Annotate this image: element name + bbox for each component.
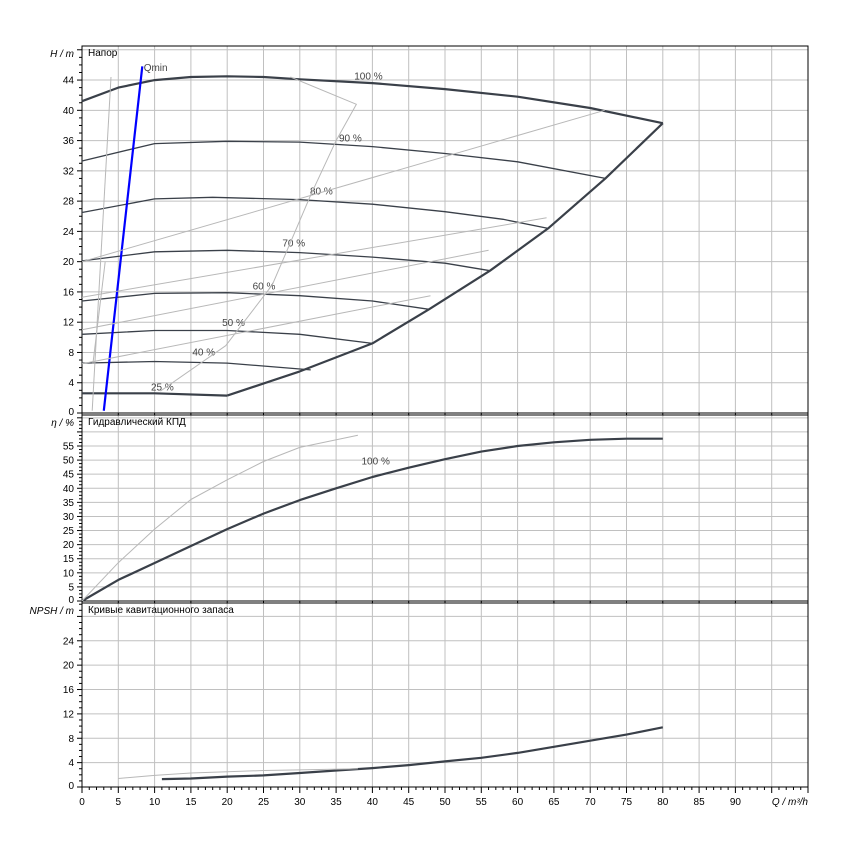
y-tick-label: 0 xyxy=(68,407,74,418)
series-line-70 xyxy=(81,249,491,272)
x-tick-label: 35 xyxy=(331,797,343,808)
y-tick-label: 5 xyxy=(68,582,74,593)
y-tick-label: 35 xyxy=(63,498,75,509)
series-line-90 xyxy=(81,140,606,180)
series-line-unnamed-10 xyxy=(160,76,357,392)
y-tick-label: 55 xyxy=(63,442,75,453)
y-tick-label: 10 xyxy=(63,568,75,579)
x-tick-label: 90 xyxy=(730,797,742,808)
y-tick-label: 15 xyxy=(63,554,75,565)
y-tick-label: 20 xyxy=(63,257,75,268)
x-tick-label: 40 xyxy=(367,797,379,808)
x-tick-label: 80 xyxy=(657,797,669,808)
y-tick-label: 40 xyxy=(63,106,75,117)
series-line-100 xyxy=(81,75,664,125)
panel-3: 0 4 8 12 16 20 24 NPSH / m Кривые кавитационного… xyxy=(30,602,809,808)
y-tick-label: 8 xyxy=(68,734,74,745)
panel-title: Напор xyxy=(88,48,118,59)
x-tick-label: 85 xyxy=(694,797,706,808)
x-tick-label: 70 xyxy=(585,797,597,808)
panel-2: 0 5 10 15 20 25 30 35 40 45 50 55 η / % Гидравлически… xyxy=(51,414,809,606)
series-line-unnamed-13 xyxy=(81,249,489,331)
y-tick-label: 12 xyxy=(63,318,75,329)
y-tick-label: 0 xyxy=(68,781,74,792)
x-tick-label: 65 xyxy=(548,797,560,808)
x-tick-label: 15 xyxy=(185,797,197,808)
y-tick-label: 20 xyxy=(63,540,75,551)
x-tick-label: 75 xyxy=(621,797,633,808)
curve-label: 80 % xyxy=(310,186,333,197)
y-axis-label: H / m xyxy=(50,49,74,60)
series-line-unnamed-1 xyxy=(81,434,359,602)
x-tick-label: 25 xyxy=(258,797,270,808)
x-tick-label: 10 xyxy=(149,797,161,808)
y-tick-label: 44 xyxy=(63,76,75,87)
y-tick-label: 36 xyxy=(63,136,75,147)
series-line-unnamed-15 xyxy=(91,76,112,411)
y-axis-label: NPSH / m xyxy=(30,606,74,617)
y-tick-label: 16 xyxy=(63,287,75,298)
y-tick-label: 24 xyxy=(63,227,75,238)
curve-label: 100 % xyxy=(362,456,390,467)
curve-label: 50 % xyxy=(222,318,245,329)
y-tick-label: 24 xyxy=(63,636,75,647)
series-line-unnamed-1 xyxy=(118,768,358,779)
y-tick-label: 20 xyxy=(63,661,75,672)
series-line-40 xyxy=(81,360,311,371)
y-tick-label: 25 xyxy=(63,526,75,537)
series-line-unnamed-14 xyxy=(81,295,431,365)
y-tick-label: 0 xyxy=(68,595,74,606)
y-tick-label: 45 xyxy=(63,470,75,481)
x-tick-label: 60 xyxy=(512,797,524,808)
y-tick-label: 4 xyxy=(68,378,74,389)
curve-label: 25 % xyxy=(151,382,174,393)
y-tick-label: 30 xyxy=(63,512,75,523)
y-tick-label: 32 xyxy=(63,166,75,177)
series-line-unnamed-11 xyxy=(81,109,605,263)
x-tick-label: 20 xyxy=(222,797,234,808)
curve-label: 40 % xyxy=(192,347,215,358)
series-line-80 xyxy=(81,196,549,230)
y-tick-label: 40 xyxy=(63,484,75,495)
y-axis-label: η / % xyxy=(51,418,74,429)
x-tick-label: 0 xyxy=(79,797,85,808)
x-tick-label: 5 xyxy=(116,797,122,808)
curve-label: 60 % xyxy=(253,282,276,293)
x-axis-label: Q / m³/h xyxy=(772,797,809,808)
y-tick-label: 28 xyxy=(63,197,75,208)
curve-label: 100 % xyxy=(354,71,382,82)
series-line-50 xyxy=(81,329,373,345)
curve-label: Qmin xyxy=(144,63,168,74)
series-line-Qmin xyxy=(102,66,144,411)
y-tick-label: 16 xyxy=(63,685,75,696)
series-line-100 xyxy=(81,437,663,602)
series-line-unnamed-16 xyxy=(92,261,106,364)
panel-title: Гидравлический КПД xyxy=(88,417,186,428)
y-tick-label: 8 xyxy=(68,348,74,359)
curve-label: 70 % xyxy=(282,239,305,250)
y-tick-label: 50 xyxy=(63,456,75,467)
x-tick-label: 45 xyxy=(403,797,415,808)
curve-label: 90 % xyxy=(339,133,362,144)
x-tick-label: 30 xyxy=(294,797,306,808)
x-tick-label: 55 xyxy=(476,797,488,808)
y-tick-label: 4 xyxy=(68,758,74,769)
panel-1: 0 4 8 12 16 20 24 28 32 36 40 44 H / m Напор 100 % 90 %… xyxy=(50,45,809,418)
y-tick-label: 12 xyxy=(63,709,75,720)
series-line-unnamed-12 xyxy=(81,217,547,298)
x-tick-label: 50 xyxy=(439,797,451,808)
series-line-unnamed-8 xyxy=(226,122,664,397)
panel-title: Кривые кавитационного запаса xyxy=(88,605,234,616)
series-line-unnamed-0 xyxy=(161,726,664,781)
